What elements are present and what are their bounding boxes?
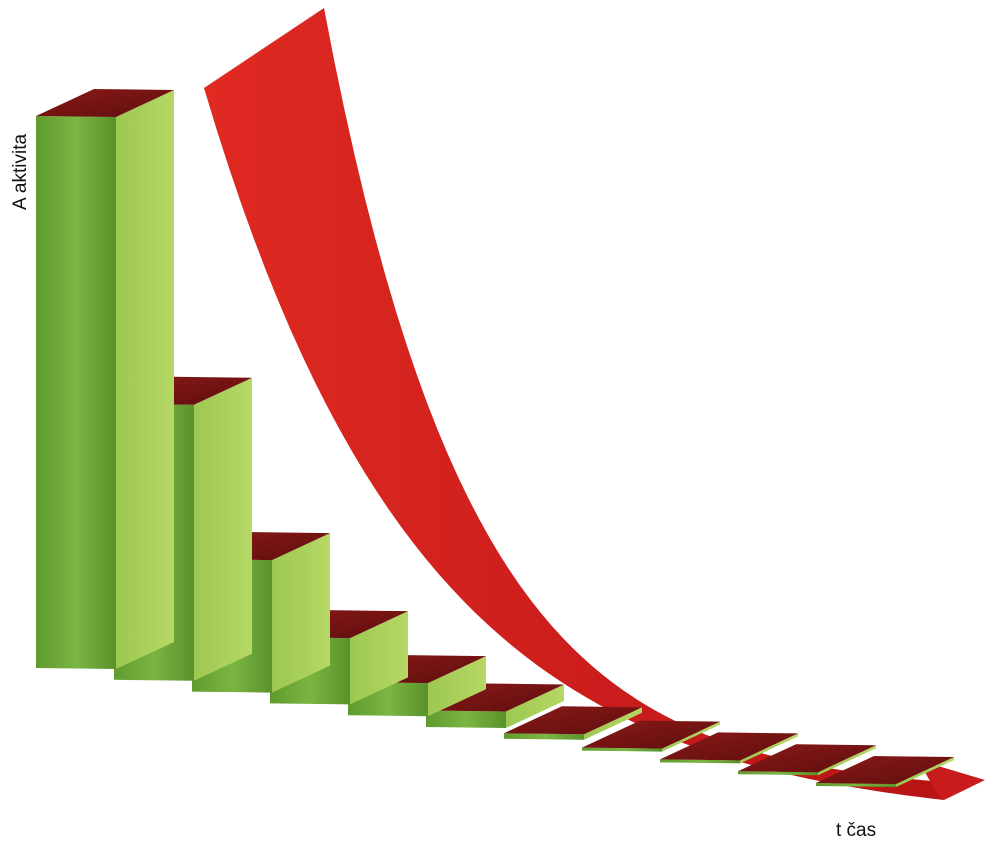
bar-top-face <box>738 744 876 773</box>
bar-top-face <box>582 720 720 749</box>
bar-11 <box>816 756 954 787</box>
bar-side-face <box>428 656 486 717</box>
bar-side-face <box>116 90 174 669</box>
bar-side-face <box>818 745 876 776</box>
decay-curve-arrowhead <box>918 760 985 800</box>
bar-10 <box>738 744 876 776</box>
bar-side-face <box>272 533 330 693</box>
bar-top-face <box>660 732 798 761</box>
bar-front-face <box>660 759 740 764</box>
bar-front-face <box>36 116 116 669</box>
bar-6 <box>426 683 564 728</box>
bar-top-face <box>426 683 564 712</box>
bar-top-face <box>36 89 174 117</box>
bar-front-face <box>504 733 584 740</box>
bar-side-face <box>506 684 564 728</box>
bar-9 <box>660 732 798 764</box>
bar-side-face <box>662 721 720 752</box>
bar-front-face <box>426 710 506 728</box>
bar-front-face <box>816 783 896 787</box>
bar-side-face <box>740 733 798 764</box>
bar-side-face <box>350 611 408 705</box>
bar-1 <box>36 89 174 669</box>
decay-curve-arrow <box>204 8 944 800</box>
bar-side-face <box>584 707 642 740</box>
bar-top-face <box>816 756 954 784</box>
bar-top-face <box>504 706 642 735</box>
bar-side-face <box>896 757 954 787</box>
bar-front-face <box>582 747 662 752</box>
bar-7 <box>504 706 642 740</box>
y-axis-label: A aktivita <box>10 134 31 210</box>
x-axis-label: t čas <box>836 820 876 841</box>
bar-front-face <box>738 771 818 776</box>
bar-side-face <box>194 377 252 681</box>
bar-8 <box>582 720 720 752</box>
